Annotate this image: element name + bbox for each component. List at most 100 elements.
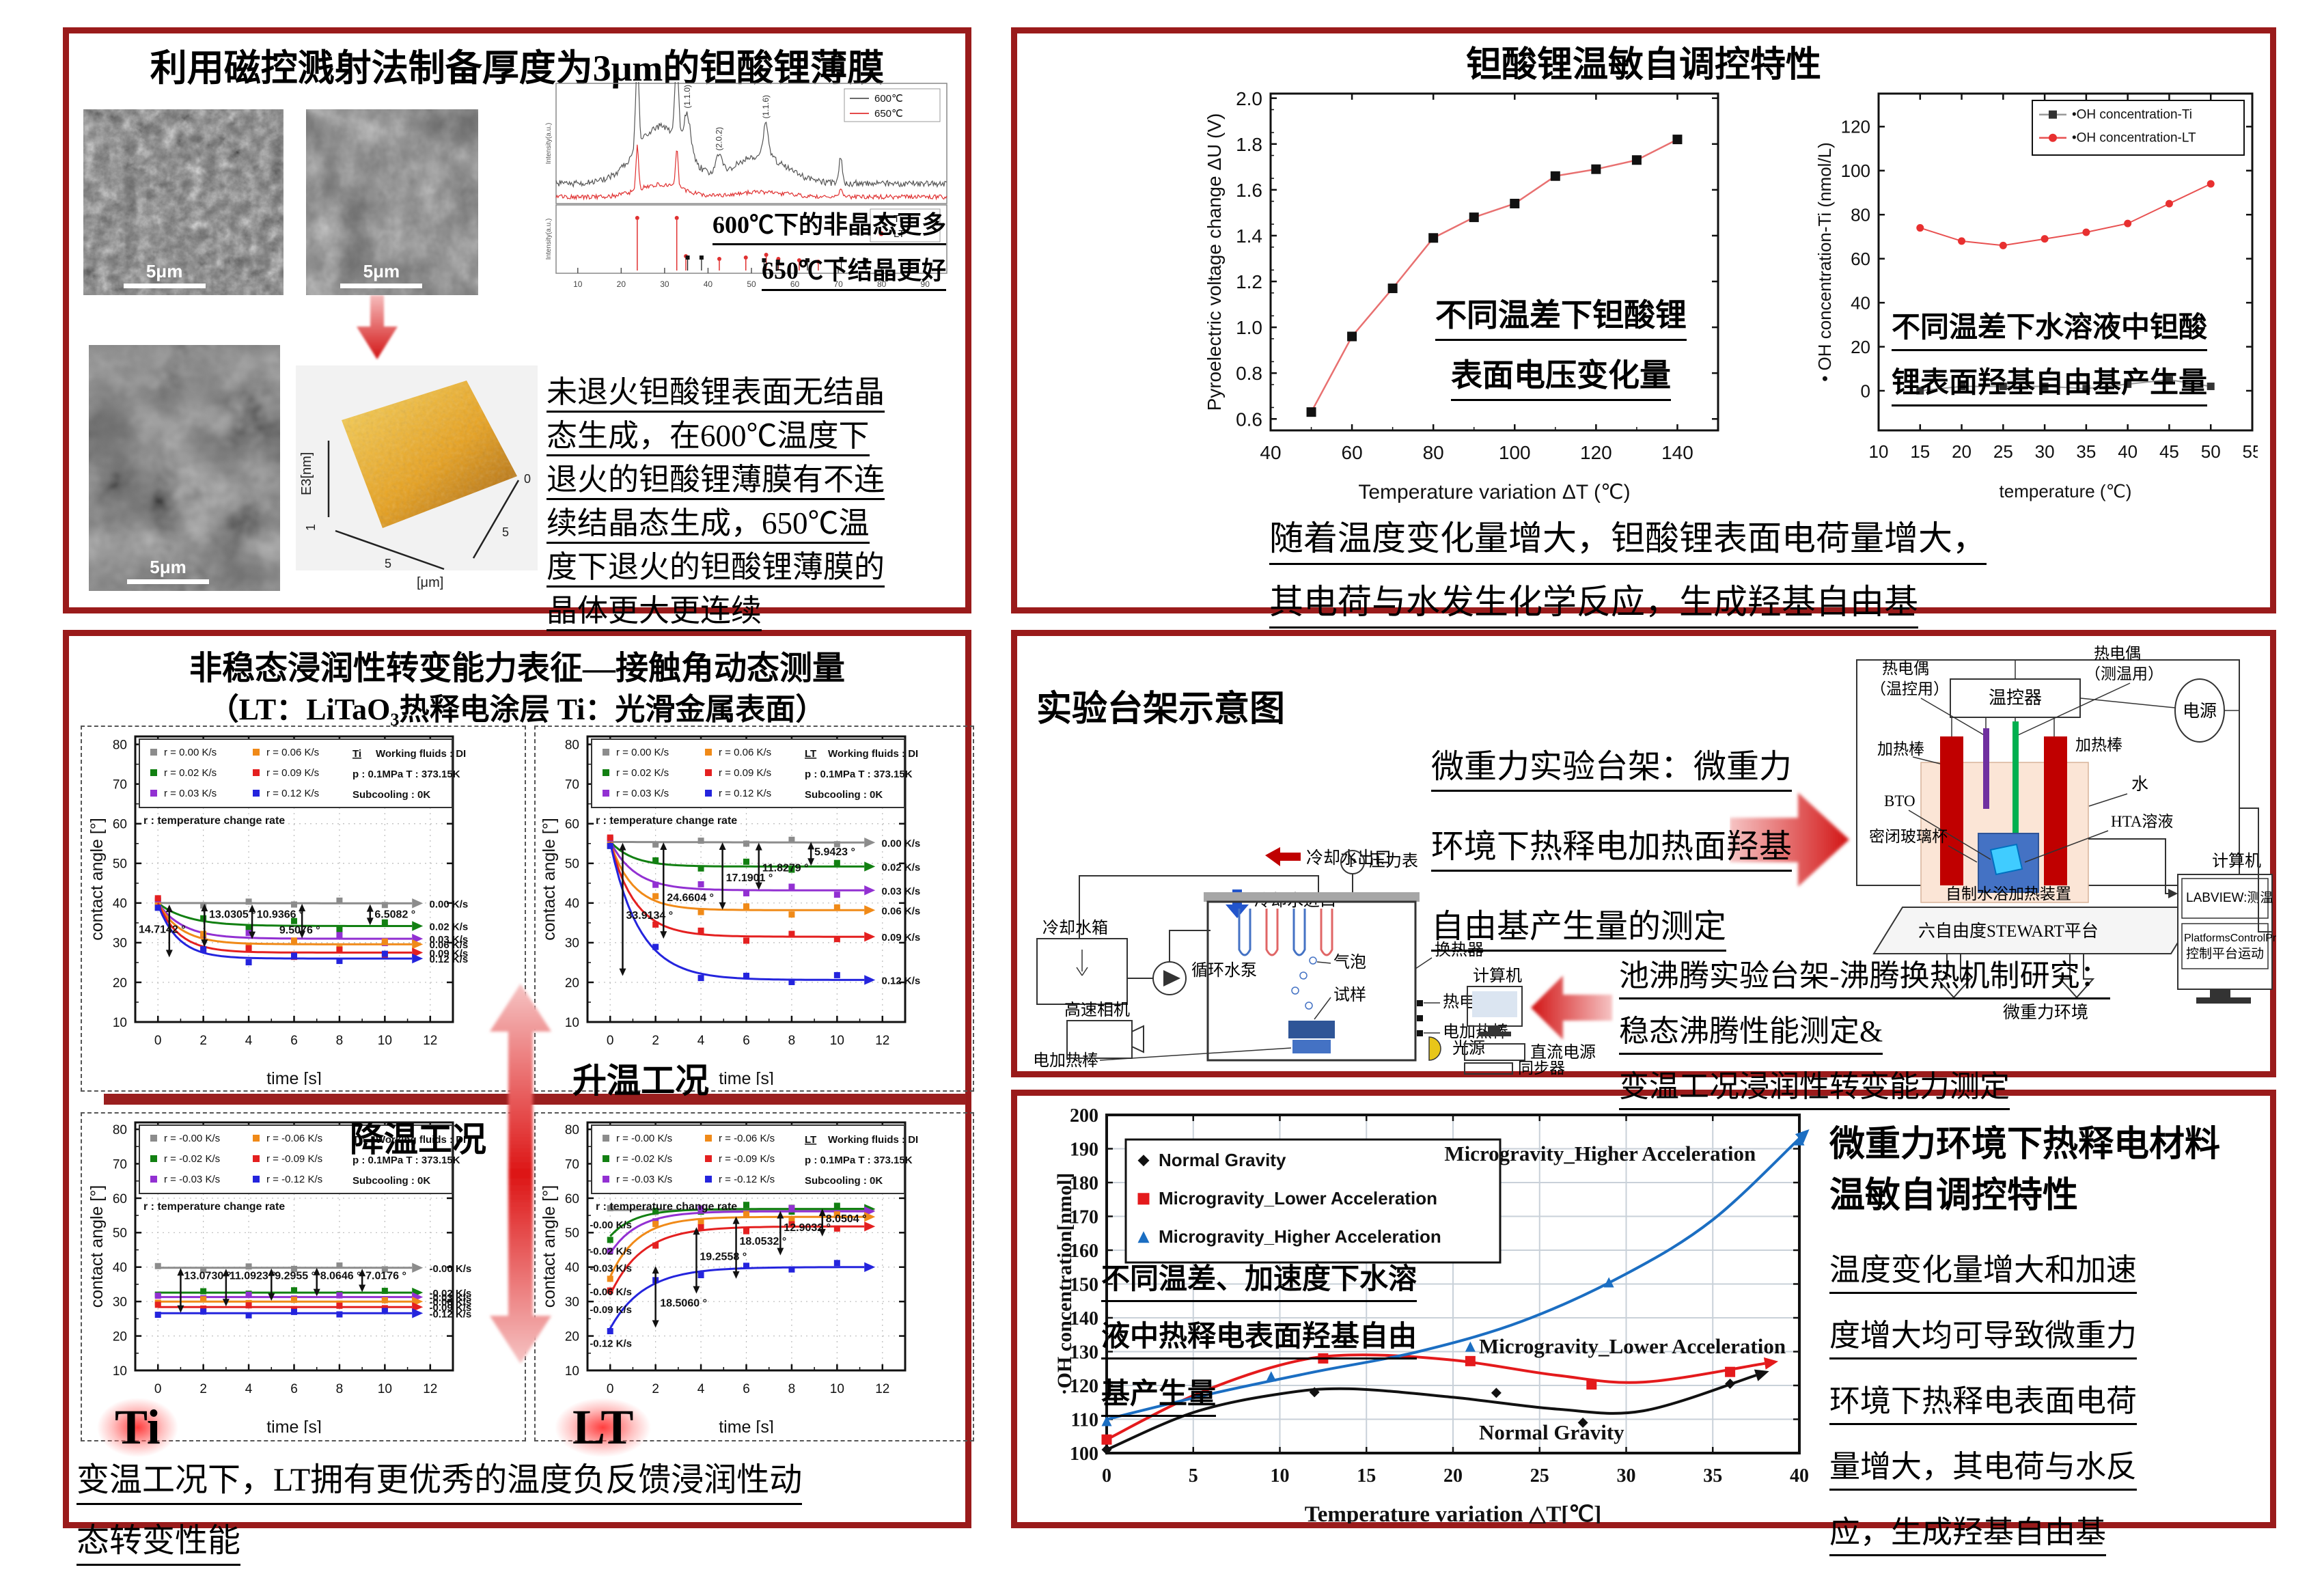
svg-text:35: 35 [1703,1465,1722,1487]
svg-text:0.02 K/s: 0.02 K/s [882,861,921,873]
svg-text:60: 60 [565,818,579,832]
svg-text:40: 40 [113,897,127,911]
panel3-title-line2: （LT：LiTaO₃热释电涂层 Ti：光滑金属表面） [208,693,826,726]
svg-text:20: 20 [1851,337,1870,357]
p1-body-line4: 续结晶态生成，650℃温 [547,508,870,544]
p1-body-line6: 晶体更大更连续 [547,596,762,631]
rig-water-label: 水 [2131,775,2148,794]
svg-text:50: 50 [2201,441,2221,462]
svg-text:r = -0.00 K/s: r = -0.00 K/s [164,1133,220,1144]
svg-text:200: 200 [1070,1105,1098,1127]
svg-text:•OH concentration-Ti: •OH concentration-Ti [2072,108,2192,122]
svg-text:r : temperature change rate: r : temperature change rate [143,815,285,827]
svg-text:• OH concentration-Ti (nmol/L): • OH concentration-Ti (nmol/L) [1814,142,1835,382]
svg-text:(1.1.6): (1.1.6) [761,95,771,119]
svg-text:0: 0 [607,1382,614,1396]
svg-text:0.8: 0.8 [1236,363,1262,384]
ti-heating-frame [81,726,526,1092]
svg-text:20: 20 [617,279,626,289]
svg-text:r = 0.06 K/s: r = 0.06 K/s [266,747,319,758]
svg-text:10: 10 [830,1034,844,1048]
svg-text:12: 12 [423,1034,437,1048]
svg-text:120: 120 [1580,442,1612,463]
red-double-arrow [490,984,551,1364]
afm-origin-tick: 0 [524,472,531,486]
red-left-arrow [1531,976,1612,1040]
svg-text:100: 100 [1499,442,1531,463]
xrd-note-line2: 650℃下结晶更好 [761,251,946,291]
p5-note-line2: 液中热释电表面羟基自由 [1101,1313,1417,1359]
pool-computer-label: 计算机 [1473,967,1522,985]
svg-text:12: 12 [423,1382,437,1396]
svg-text:13.0305 °: 13.0305 ° [209,909,256,920]
p3-conclusion-line2: 态转变性能 [77,1513,241,1566]
pyro-note-line1: 不同温差下钽酸锂 [1435,290,1687,341]
svg-text:40: 40 [1260,442,1281,463]
svg-text:10: 10 [1869,441,1889,462]
svg-text:p : 0.1MPa T : 373.15K: p : 0.1MPa T : 373.15K [352,769,460,780]
svg-text:20: 20 [1952,441,1972,462]
svg-text:50: 50 [565,857,579,872]
pressure-gauge-icon [1340,850,1365,874]
svg-text:25: 25 [1993,441,2013,462]
svg-text:45: 45 [2159,441,2179,462]
svg-text:r = 0.03 K/s: r = 0.03 K/s [616,788,669,799]
pool-bubble-label: 气泡 [1333,953,1366,971]
svg-text:0: 0 [154,1382,162,1396]
svg-text:Pyroelectric voltage change ΔU: Pyroelectric voltage change ΔU (V) [1204,113,1225,411]
svg-text:r = 0.06 K/s: r = 0.06 K/s [719,747,771,758]
svg-text:80: 80 [877,279,887,289]
svg-text:1.0: 1.0 [1236,317,1262,338]
svg-text:p : 0.1MPa T : 373.15K: p : 0.1MPa T : 373.15K [805,1155,913,1166]
p5-body-line1: 温度变化量增大和加速 [1829,1245,2138,1294]
oh-chart-note: 不同温差下水溶液中钽酸 锂表面羟基自由基产生量 [1872,304,2227,415]
svg-text:r = -0.06 K/s: r = -0.06 K/s [719,1133,775,1144]
down-arrow-right-icon [2058,953,2095,999]
svg-text:17.1901 °: 17.1901 ° [726,872,773,884]
heater-rod-left [1940,736,1963,885]
svg-text:0.03 K/s: 0.03 K/s [430,934,469,945]
afm-x-tick: 5 [385,557,391,570]
svg-text:r = -0.12 K/s: r = -0.12 K/s [266,1174,322,1185]
svg-text:r = -0.09 K/s: r = -0.09 K/s [719,1153,775,1165]
svg-text:0.02 K/s: 0.02 K/s [430,922,469,933]
oh-note-line1: 不同温差下水溶液中钽酸 [1891,304,2207,351]
panel3-conclusion: 变温工况下，LT拥有更优秀的温度负反馈浸润性动 态转变性能 [77,1452,803,1574]
afm-y-tick: 5 [502,525,509,539]
afm-image: E3[nm] 1 5 [μm] 5 0 [290,338,543,591]
svg-text:r = -0.09 K/s: r = -0.09 K/s [266,1153,322,1165]
svg-text:Temperature variation ΔT (℃): Temperature variation ΔT (℃) [1358,481,1630,503]
svg-text:4: 4 [245,1382,253,1396]
svg-text:r = -0.03 K/s: r = -0.03 K/s [616,1174,672,1185]
svg-text:r = -0.00 K/s: r = -0.00 K/s [616,1133,672,1144]
svg-text:Microgravity_Lower Acceleratio: Microgravity_Lower Acceleration [1159,1188,1437,1209]
light-source-icon [1428,1036,1441,1061]
rig-tc-measure-label2: （测温用） [2085,665,2163,682]
xrd-note: 600℃下的非晶态更多 650℃下结晶更好 [635,205,946,296]
svg-text:140: 140 [1070,1308,1098,1329]
svg-text:time [s]: time [s] [266,1418,322,1433]
svg-text:-0.00 K/s: -0.00 K/s [430,1263,472,1275]
panel2-title: 钽酸锂温敏自调控特性 [1465,46,1821,85]
p5-title-line1: 微重力环境下热释电材料 [1829,1125,2221,1164]
svg-text:12.9032 °: 12.9032 ° [784,1222,831,1234]
svg-text:0.6: 0.6 [1236,409,1262,430]
svg-text:-0.09 K/s: -0.09 K/s [590,1304,632,1316]
svg-text:70: 70 [565,778,579,792]
panel3-title-line1: 非稳态浸润性转变能力表征—接触角动态测量 [189,650,845,687]
svg-text:20: 20 [565,976,579,991]
svg-text:8: 8 [788,1382,796,1396]
svg-text:r = 0.00 K/s: r = 0.00 K/s [164,747,217,758]
svg-text:30: 30 [1617,1465,1636,1487]
svg-text:r = -0.02 K/s: r = -0.02 K/s [164,1153,220,1165]
svg-text:r = -0.12 K/s: r = -0.12 K/s [719,1174,775,1185]
micro-chart-note: 不同温差、加速度下水溶 液中热释电表面羟基自由 基产生量 [1101,1256,1417,1428]
rig-env-label: 微重力环境 [2003,1003,2088,1022]
svg-text:600℃: 600℃ [874,93,903,105]
microgravity-oh-chart: 0 5 10 15 20 25 30 35 40 100 110 120 130 140 150 160 170… [1052,1105,1812,1527]
svg-text:8: 8 [336,1382,344,1396]
svg-text:5: 5 [1189,1465,1198,1487]
svg-text:35: 35 [2076,441,2096,462]
pyroelectric-voltage-chart: 40 60 80 100 120 140 0.6 0.8 1.0 1.2 1.4 1.6 1.8 2.0 T… [1199,84,1725,509]
